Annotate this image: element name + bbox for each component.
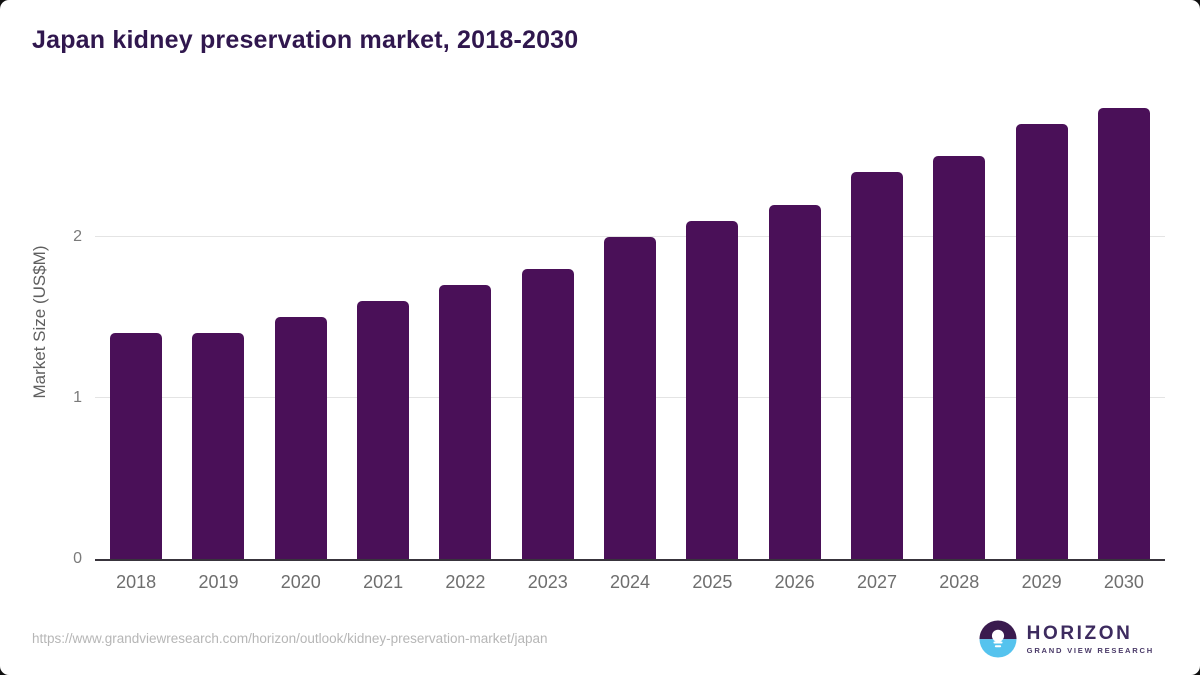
x-tick-label: 2030 xyxy=(1103,572,1144,592)
x-tick-label: 2023 xyxy=(527,572,568,592)
bar-column xyxy=(507,87,589,559)
source-url: https://www.grandviewresearch.com/horizo… xyxy=(32,631,548,646)
y-axis-title: Market Size (US$M) xyxy=(30,245,49,399)
x-tick-label: 2019 xyxy=(198,572,239,592)
gridline xyxy=(95,235,1165,237)
bar-column xyxy=(424,87,506,559)
bar-column xyxy=(589,87,671,559)
horizon-logo: HORIZON GRAND VIEW RESEARCH xyxy=(979,620,1154,658)
bar xyxy=(850,172,903,559)
bar xyxy=(1097,107,1150,559)
bar xyxy=(1015,124,1068,559)
bar-column xyxy=(1000,87,1082,559)
bar xyxy=(439,285,492,559)
horizon-logo-text: HORIZON GRAND VIEW RESEARCH xyxy=(1027,624,1154,655)
bar-column xyxy=(177,87,259,559)
bar-column xyxy=(918,87,1000,559)
bar-column xyxy=(836,87,918,559)
x-tick-label: 2029 xyxy=(1021,572,1062,592)
y-tick-label: 1 xyxy=(73,388,82,406)
bar xyxy=(357,301,410,559)
x-tick-label: 2025 xyxy=(692,572,733,592)
y-tick-label: 0 xyxy=(73,550,82,567)
bar-column xyxy=(342,87,424,559)
chart-title: Japan kidney preservation market, 2018-2… xyxy=(32,26,579,54)
bars-row xyxy=(95,87,1165,559)
bar xyxy=(274,317,327,559)
x-tick-label: 2024 xyxy=(610,572,651,592)
x-tick-label: 2027 xyxy=(856,572,897,592)
bar-column xyxy=(671,87,753,559)
x-axis-labels: 2018 2019 2020 2021 2022 2023 2024 2025 2026 2027… xyxy=(95,572,1165,593)
horizon-logo-name: HORIZON xyxy=(1026,622,1133,644)
plot-area: 0 1 2 xyxy=(73,87,1165,567)
bar-column xyxy=(260,87,342,559)
x-tick-label: 2018 xyxy=(116,572,157,592)
bar xyxy=(192,333,245,559)
x-tick-label: 2028 xyxy=(939,572,980,592)
bar-column xyxy=(754,87,836,559)
x-tick-label: 2022 xyxy=(445,572,486,592)
bar-column xyxy=(95,87,177,559)
horizon-logo-subtitle: GRAND VIEW RESEARCH xyxy=(1026,645,1154,655)
bar-column xyxy=(1083,87,1165,559)
bar xyxy=(933,156,986,559)
horizon-logo-icon xyxy=(979,620,1017,658)
x-tick-label: 2021 xyxy=(363,572,404,592)
bar xyxy=(604,236,657,559)
bar xyxy=(521,269,574,559)
x-tick-label: 2026 xyxy=(774,572,815,592)
bar xyxy=(110,333,163,559)
bar xyxy=(686,220,739,559)
y-tick-label: 2 xyxy=(73,227,82,245)
x-tick-label: 2020 xyxy=(280,572,321,592)
bar xyxy=(768,204,821,559)
